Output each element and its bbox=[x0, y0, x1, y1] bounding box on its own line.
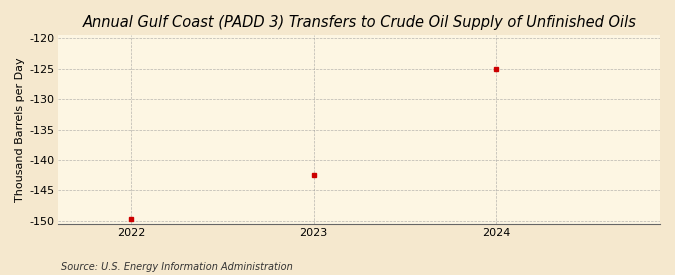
Text: Source: U.S. Energy Information Administration: Source: U.S. Energy Information Administ… bbox=[61, 262, 292, 272]
Title: Annual Gulf Coast (PADD 3) Transfers to Crude Oil Supply of Unfinished Oils: Annual Gulf Coast (PADD 3) Transfers to … bbox=[82, 15, 636, 30]
Y-axis label: Thousand Barrels per Day: Thousand Barrels per Day bbox=[15, 57, 25, 202]
